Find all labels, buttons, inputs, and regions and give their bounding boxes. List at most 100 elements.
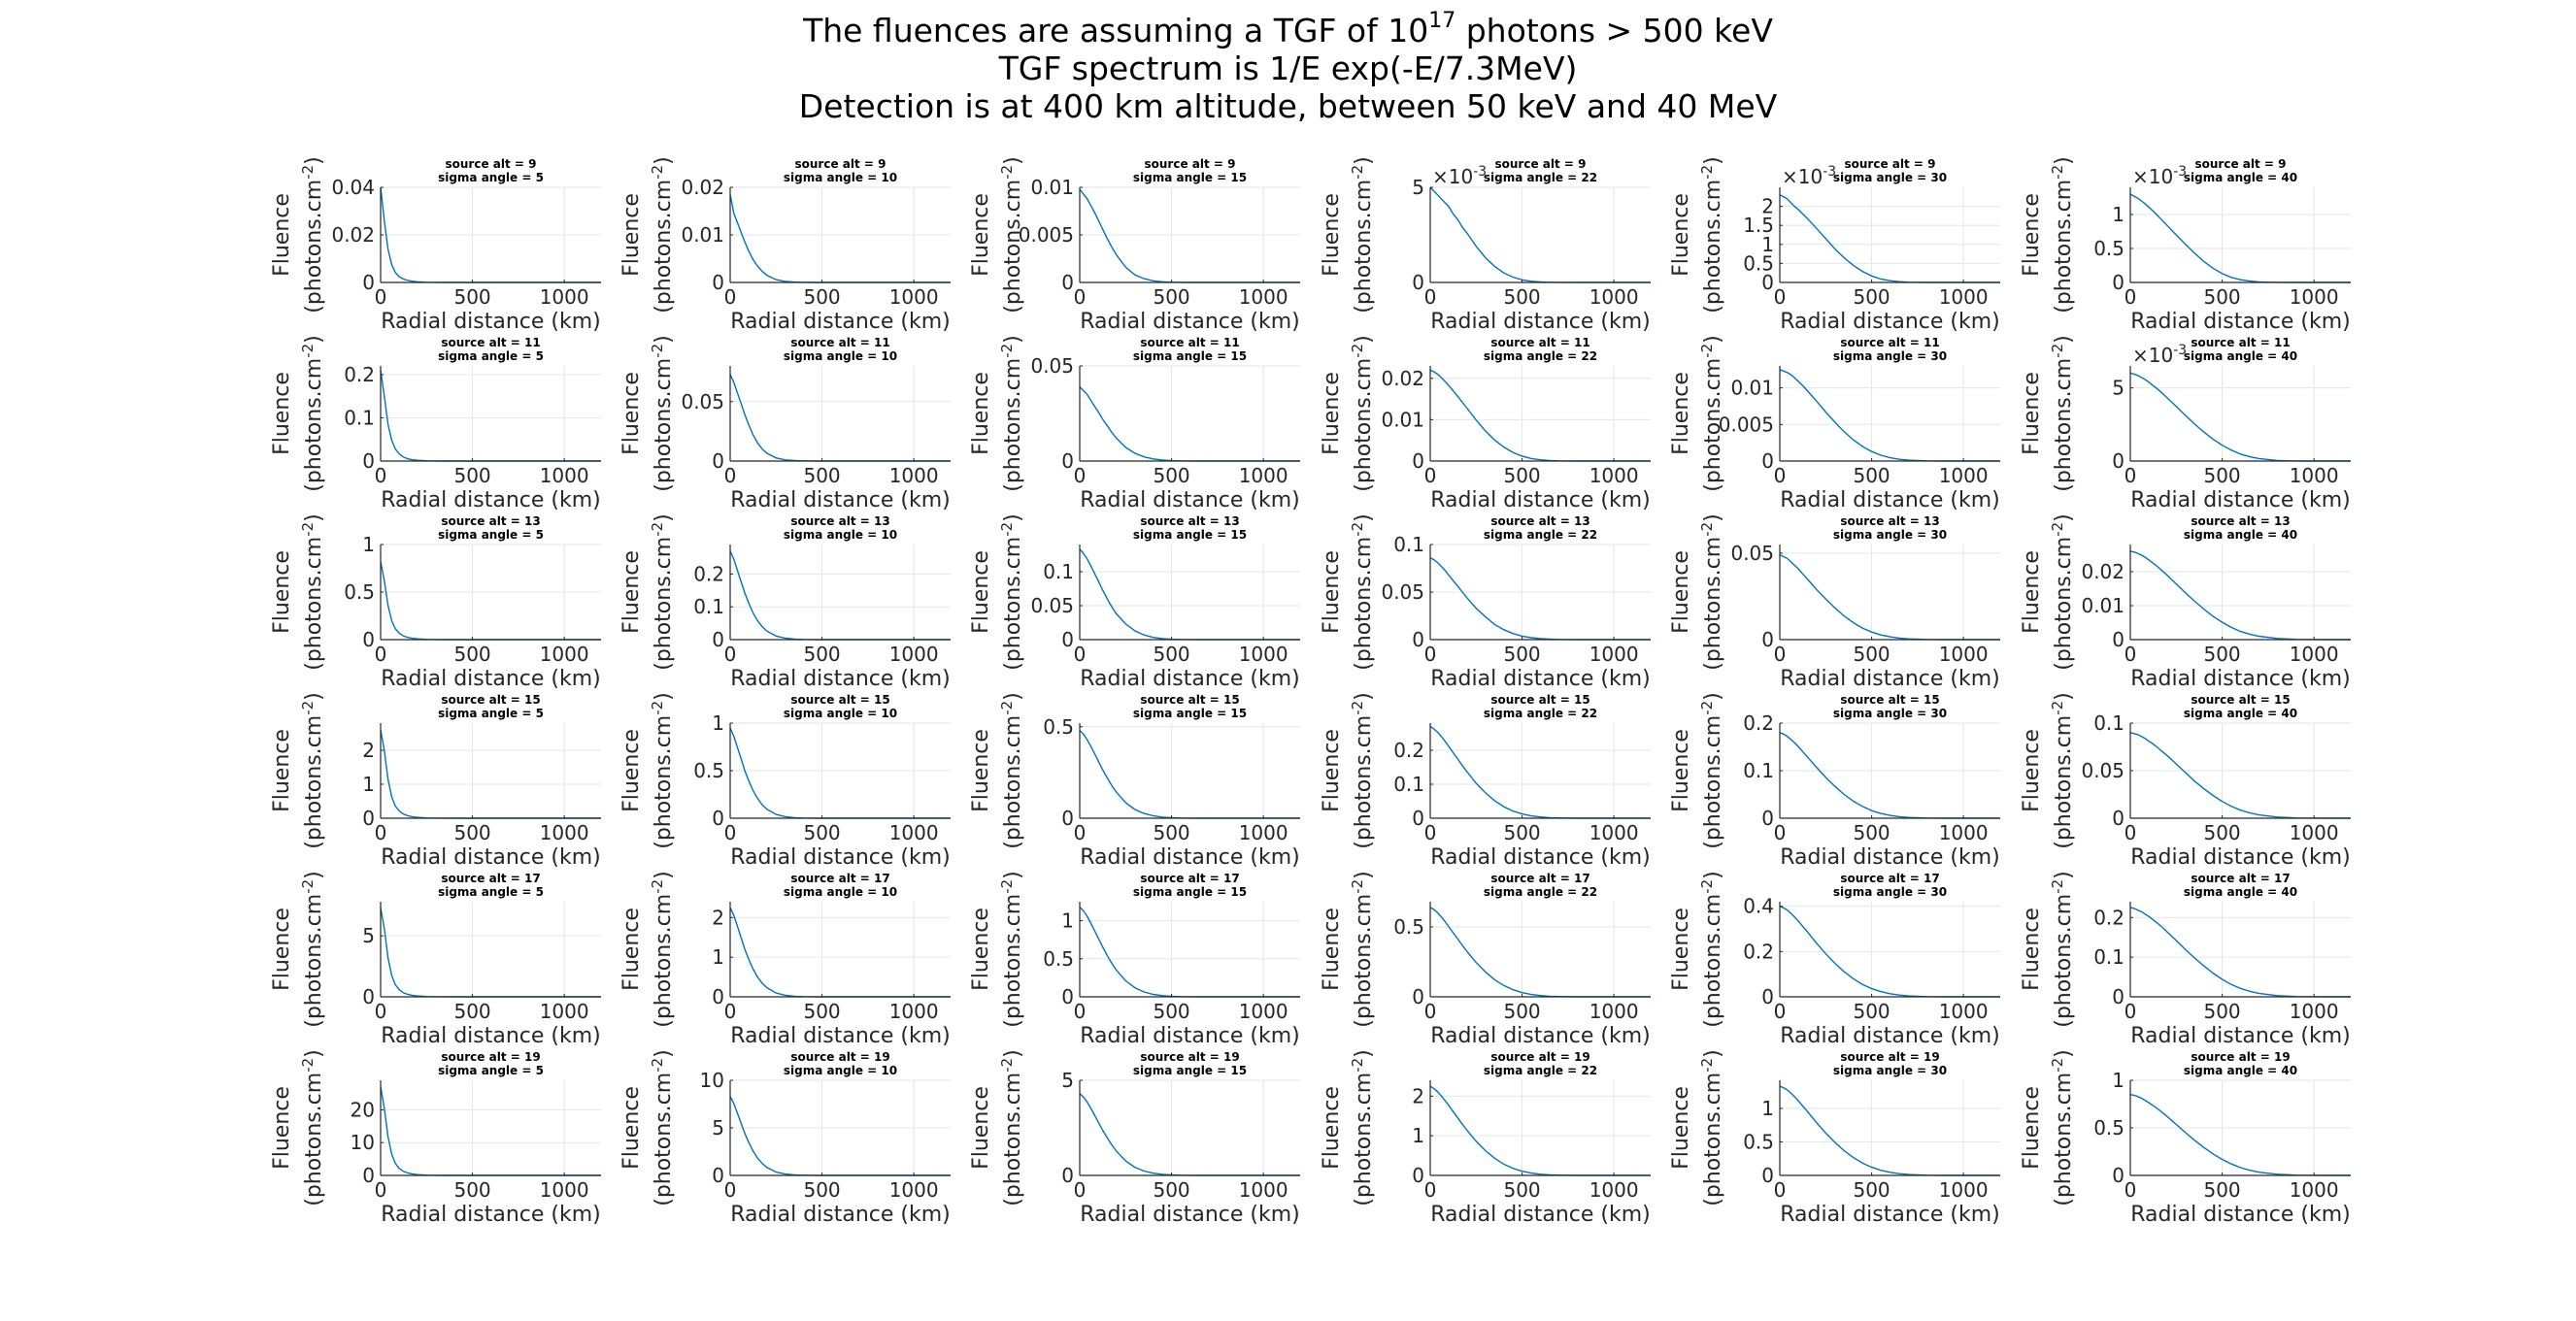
- x-tick-label: 1000: [1239, 643, 1288, 666]
- y-axis-label-line-2: (photons.cm-2): [649, 156, 676, 314]
- panel-title-sigma-angle: sigma angle = 5: [438, 349, 544, 363]
- x-tick-label: 0: [724, 1178, 737, 1202]
- fluence-series-line: [1429, 1085, 1651, 1176]
- y-tick-label: 0.04: [331, 176, 375, 199]
- x-tick-label: 500: [453, 464, 490, 487]
- subplot-alt-9-sigma-30: 0 500 1000 00.511.52 ×10-3 source alt = 9sigm…: [1669, 156, 2000, 334]
- x-axis-label: Radial distance (km): [1430, 845, 1651, 870]
- y-axis-label-line-1: Fluence: [969, 729, 993, 812]
- x-tick-label: 500: [803, 1000, 840, 1023]
- x-tick-label: 1000: [1939, 821, 1989, 844]
- panel-title-source-alt: source alt = 11: [1140, 336, 1239, 349]
- y-tick-label: 0: [2112, 1164, 2124, 1187]
- y-tick-label: 0: [1412, 271, 1424, 294]
- x-tick-label: 500: [1153, 1000, 1189, 1023]
- y-tick-label: 0.05: [2081, 759, 2124, 782]
- y-axis-label-line-2: (photons.cm-2): [2049, 335, 2076, 492]
- x-tick-label: 500: [803, 1178, 840, 1202]
- y-axis-label-line-2: (photons.cm-2): [299, 156, 326, 314]
- y-tick-label: 0.5: [1043, 947, 1074, 971]
- y-axis-label-line-1: Fluence: [2020, 193, 2044, 277]
- y-axis-label-line-1: Fluence: [969, 550, 993, 634]
- x-axis-label: Radial distance (km): [2130, 310, 2351, 334]
- fluence-series-line: [1079, 188, 1300, 283]
- panel-title-source-alt: source alt = 11: [1490, 336, 1589, 349]
- y-axis-label-line-2: (photons.cm-2): [299, 692, 326, 849]
- y-axis-label-line-1: Fluence: [1669, 193, 1693, 277]
- y-tick-label: 0.02: [681, 176, 724, 199]
- x-tick-label: 500: [1853, 821, 1890, 844]
- panel-title-sigma-angle: sigma angle = 40: [2184, 349, 2297, 363]
- panel-title-source-alt: source alt = 15: [1140, 693, 1239, 707]
- y-tick-label: 0: [1412, 628, 1424, 651]
- y-axis-label-line-2: (photons.cm-2): [1698, 1049, 1725, 1206]
- y-exponent-label: ×10-3: [1782, 164, 1836, 188]
- x-tick-label: 0: [1074, 643, 1087, 666]
- y-tick-label: 1: [1061, 909, 1074, 933]
- panel-title-sigma-angle: sigma angle = 40: [2184, 885, 2297, 899]
- y-axis-label-line-2: (photons.cm-2): [1698, 513, 1725, 671]
- y-axis-label-line-1: Fluence: [1669, 372, 1693, 455]
- y-tick-label: 0.2: [2093, 906, 2124, 929]
- fluence-series-line: [2129, 732, 2351, 819]
- panel-title-sigma-angle: sigma angle = 10: [784, 528, 897, 542]
- x-tick-label: 1000: [2290, 285, 2339, 309]
- x-tick-label: 1000: [1239, 1000, 1288, 1023]
- x-tick-label: 500: [2203, 1000, 2240, 1023]
- panel-title-sigma-angle: sigma angle = 30: [1833, 707, 1947, 720]
- x-axis-label: Radial distance (km): [381, 1024, 601, 1048]
- fluence-series-line: [1429, 557, 1651, 641]
- x-tick-label: 1000: [1239, 464, 1288, 487]
- title-line-2: TGF spectrum is 1/E exp(-E/7.3MeV): [998, 50, 1578, 87]
- y-axis-label-line-2: (photons.cm-2): [998, 513, 1025, 671]
- title-line-3: Detection is at 400 km altitude, between…: [798, 87, 1778, 125]
- x-tick-label: 500: [1853, 1178, 1890, 1202]
- y-axis-label-line-2: (photons.cm-2): [299, 871, 326, 1028]
- x-tick-label: 0: [375, 1178, 387, 1202]
- y-axis-label-line-1: Fluence: [270, 193, 294, 277]
- x-tick-label: 1000: [1589, 643, 1639, 666]
- y-tick-label: 1.5: [1743, 214, 1774, 237]
- x-tick-label: 0: [375, 285, 387, 309]
- y-tick-label: 20: [351, 1098, 375, 1121]
- x-tick-label: 1000: [1589, 1178, 1639, 1202]
- y-axis-label-line-2: (photons.cm-2): [1349, 335, 1376, 492]
- y-axis-label-line-1: Fluence: [619, 1086, 644, 1170]
- y-axis-label-line-1: Fluence: [619, 550, 644, 634]
- panel-title-source-alt: source alt = 19: [441, 1050, 540, 1064]
- x-axis-label: Radial distance (km): [1080, 667, 1300, 691]
- x-axis-label: Radial distance (km): [730, 845, 951, 870]
- y-tick-label: 0: [1412, 985, 1424, 1008]
- y-tick-label: 1: [2112, 1069, 2124, 1092]
- x-tick-label: 1000: [1939, 464, 1989, 487]
- x-tick-label: 0: [1774, 464, 1787, 487]
- y-axis-label-line-2: (photons.cm-2): [2049, 871, 2076, 1028]
- x-tick-label: 1000: [1239, 1178, 1288, 1202]
- panel-title-source-alt: source alt = 15: [2191, 693, 2290, 707]
- y-tick-label: 2: [712, 906, 724, 929]
- y-tick-label: 0: [2112, 985, 2124, 1008]
- x-axis-label: Radial distance (km): [1780, 845, 2000, 870]
- panel-title-source-alt: source alt = 13: [2191, 514, 2290, 528]
- x-axis-label: Radial distance (km): [381, 488, 601, 512]
- x-tick-label: 0: [1424, 1000, 1437, 1023]
- x-tick-label: 500: [1853, 285, 1890, 309]
- y-tick-label: 0.5: [1393, 915, 1424, 939]
- x-tick-label: 1000: [889, 285, 939, 309]
- y-axis-label-line-2: (photons.cm-2): [299, 335, 326, 492]
- x-tick-label: 0: [724, 821, 737, 844]
- x-tick-label: 500: [1503, 1178, 1540, 1202]
- y-tick-label: 0.02: [331, 223, 375, 247]
- y-tick-label: 0.005: [1719, 413, 1774, 436]
- fluence-series-line: [1429, 186, 1651, 283]
- x-tick-label: 0: [724, 643, 737, 666]
- panel-title-source-alt: source alt = 13: [1140, 514, 1239, 528]
